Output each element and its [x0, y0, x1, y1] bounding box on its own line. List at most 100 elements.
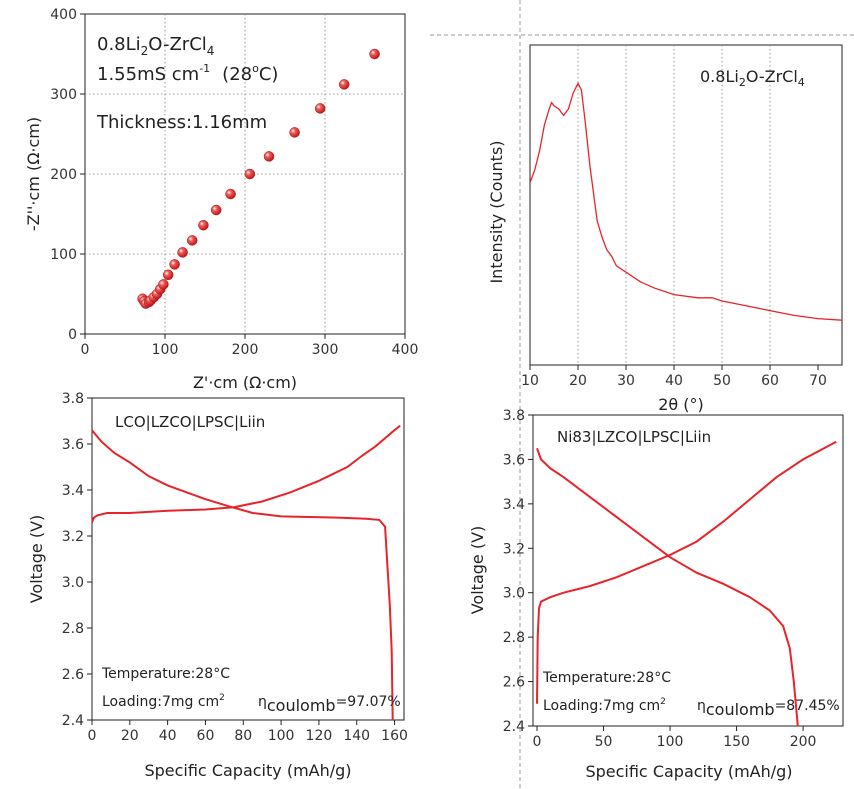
- eis-data-point: [169, 259, 180, 270]
- lco-loading-label: Loading:7mg cm2: [102, 693, 225, 710]
- ni83-y-tick-label: 2.6: [503, 675, 525, 691]
- lco-x-tick-label: 140: [343, 728, 370, 744]
- lco-ticks: 0 20 40 60 80 100 120 140 160 2.4 2.6 2.8 3.0 3.2 3.4 3…: [62, 391, 408, 744]
- lco-x-tick-label: 100: [268, 728, 295, 744]
- ni83-y-axis-label: Voltage (V): [468, 526, 487, 615]
- xrd-x-tick-label: 50: [713, 373, 731, 389]
- lco-plot-frame: [91, 397, 405, 721]
- lco-y-tick-label: 3.8: [62, 391, 84, 407]
- lco-y-tick-label: 2.6: [62, 667, 84, 683]
- ni83-y-tick-label: 2.4: [503, 719, 525, 735]
- lco-x-tick-label: 120: [306, 728, 333, 744]
- eis-data-point: [244, 168, 256, 180]
- eis-x-tick-label: 100: [152, 342, 179, 358]
- lco-x-tick-label: 160: [381, 728, 408, 744]
- lco-x-tick-label: 20: [121, 728, 139, 744]
- lco-x-tick-label: 0: [88, 728, 97, 744]
- lco-x-tick-label: 60: [197, 728, 215, 744]
- ni83-charge-curve: [536, 440, 837, 704]
- lco-temperature-label: Temperature:28°C: [101, 666, 230, 682]
- eis-data-point: [338, 79, 350, 90]
- ni83-y-tick-label: 2.8: [503, 630, 525, 646]
- lco-y-tick-label: 3.6: [62, 437, 84, 453]
- eis-x-tick-label: 200: [232, 342, 259, 358]
- xrd-x-tick-label: 40: [665, 373, 683, 389]
- eis-x-axis-label: Z'·cm (Ω·cm): [193, 373, 297, 392]
- lco-x-tick-label: 40: [159, 728, 177, 744]
- eis-data-points: [137, 48, 380, 309]
- eis-data-point: [369, 48, 380, 60]
- eis-y-tick-label: 100: [50, 247, 77, 263]
- xrd-x-tick-label: 20: [569, 373, 587, 389]
- ni83-x-tick-label: 100: [657, 734, 684, 750]
- xrd-x-tick-label: 10: [521, 373, 539, 389]
- lco-y-tick-label: 3.0: [62, 575, 84, 591]
- ni83-cell-label: Ni83|LZCO|LPSC|Liin: [557, 428, 711, 446]
- ni83-y-tick-label: 3.6: [503, 452, 525, 468]
- eis-panel: 0 100 200 300 400 0 100 200 300 400 0.8Li2O-ZrCl4…: [24, 7, 418, 392]
- ni83-temperature-label: Temperature:28°C: [542, 670, 671, 686]
- eis-data-point: [186, 235, 198, 246]
- xrd-x-axis-label: 2θ (°): [658, 395, 704, 414]
- xrd-y-axis-label: Intensity (Counts): [487, 140, 506, 283]
- eis-data-point: [263, 151, 275, 162]
- eis-thickness-label: Thickness:1.16mm: [96, 112, 267, 133]
- eis-y-tick-label: 0: [68, 327, 77, 343]
- ni83-x-tick-label: 50: [595, 734, 613, 750]
- eis-data-point: [289, 127, 300, 138]
- ni83-y-tick-label: 3.8: [503, 408, 525, 424]
- lco-y-tick-label: 2.4: [62, 713, 84, 729]
- lco-y-axis-label: Voltage (V): [27, 515, 46, 604]
- xrd-x-tick-label: 60: [761, 373, 779, 389]
- ni83-y-tick-label: 3.4: [503, 497, 525, 513]
- lco-y-tick-label: 2.8: [62, 621, 84, 637]
- ni83-x-axis-label: Specific Capacity (mAh/g): [585, 762, 792, 781]
- eis-data-point: [177, 247, 188, 258]
- lco-discharge-curve: [91, 429, 394, 721]
- eis-data-point: [225, 188, 236, 200]
- xrd-ticks: 10 20 30 40 50 60 70: [521, 365, 827, 389]
- xrd-sample-label: 0.8Li2O-ZrCl4: [700, 67, 805, 89]
- lco-cell-label: LCO|LZCO|LPSC|Liin: [115, 413, 265, 431]
- eis-y-tick-label: 300: [50, 87, 77, 103]
- ni83-plot-frame: [532, 414, 844, 727]
- eis-data-point: [314, 103, 326, 114]
- ni83-x-tick-label: 150: [723, 734, 750, 750]
- lco-x-axis-label: Specific Capacity (mAh/g): [144, 761, 351, 780]
- eis-conductivity-label: 1.55mS cm-1 (28oC): [97, 62, 278, 85]
- xrd-pattern-line: [529, 81, 843, 321]
- lco-coulombic-efficiency: ηcoulomb=97.07%: [258, 694, 401, 715]
- eis-sample-label: 0.8Li2O-ZrCl4: [97, 34, 214, 58]
- ni83-y-tick-label: 3.0: [503, 586, 525, 602]
- lco-y-tick-label: 3.2: [62, 529, 84, 545]
- xrd-plot-frame: [529, 44, 843, 366]
- xrd-panel: 10 20 30 40 50 60 70 0.8Li2O-ZrCl4 2θ (°) Inte…: [487, 44, 843, 414]
- eis-data-point: [158, 279, 169, 290]
- lco-cell-panel: 0 20 40 60 80 100 120 140 160 2.4 2.6 2.8 3.0 3.2 3.4 3…: [27, 391, 408, 780]
- lco-charge-curve: [91, 424, 401, 523]
- ni83-ticks: 0 50 100 150 200 2.4 2.6 2.8 3.0 3.2 3.4 3.6 3.8: [503, 408, 817, 750]
- eis-data-point: [210, 204, 222, 216]
- lco-y-tick-label: 3.4: [62, 483, 84, 499]
- xrd-grid: [577, 45, 771, 365]
- ni83-discharge-curve: [536, 447, 799, 727]
- eis-x-tick-label: 0: [81, 342, 90, 358]
- ni83-y-tick-label: 3.2: [503, 541, 525, 557]
- ni83-loading-label: Loading:7mg cm2: [543, 697, 666, 714]
- eis-y-tick-label: 400: [50, 7, 77, 23]
- ni83-x-tick-label: 0: [533, 734, 542, 750]
- eis-data-point: [198, 219, 209, 231]
- ni83-coulombic-efficiency: ηcoulomb=87.45%: [697, 698, 840, 719]
- ni83-x-tick-label: 200: [790, 734, 817, 750]
- eis-x-tick-label: 400: [392, 342, 419, 358]
- eis-y-axis-label: -Z''·cm (Ω·cm): [24, 117, 43, 231]
- lco-x-tick-label: 80: [234, 728, 252, 744]
- xrd-x-tick-label: 70: [809, 373, 827, 389]
- eis-y-tick-label: 200: [50, 167, 77, 183]
- eis-x-tick-label: 300: [312, 342, 339, 358]
- eis-data-point: [162, 269, 174, 281]
- xrd-x-tick-label: 30: [617, 373, 635, 389]
- ni83-cell-panel: 0 50 100 150 200 2.4 2.6 2.8 3.0 3.2 3.4 3.6 3.8 Ni8…: [468, 408, 844, 781]
- eis-ticks: 0 100 200 300 400 0 100 200 300 400: [50, 7, 418, 358]
